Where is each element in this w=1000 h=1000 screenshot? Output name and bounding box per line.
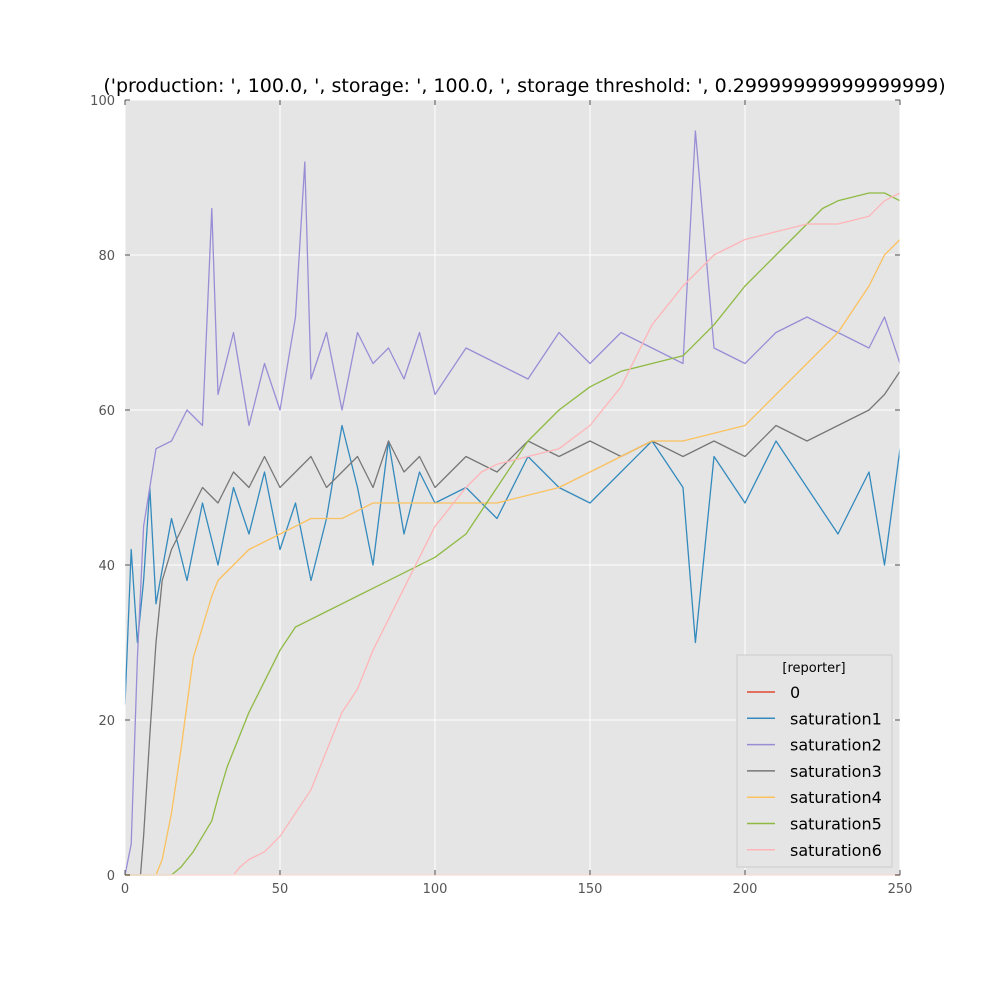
x-tick-label: 150 xyxy=(578,882,603,897)
series-line-saturation4 xyxy=(125,239,901,876)
axis-ticks: 0 50 100 150 200 250 0 20 40 60 80 100 xyxy=(90,94,912,897)
x-tick-label: 200 xyxy=(733,882,758,897)
legend-label: saturation2 xyxy=(790,736,882,755)
x-tick-label: 250 xyxy=(888,882,913,897)
series-lines xyxy=(124,130,901,876)
series-line-saturation6 xyxy=(125,192,901,876)
y-tick-label: 100 xyxy=(90,94,115,109)
series-line-saturation2 xyxy=(124,130,901,876)
legend-label: saturation5 xyxy=(790,815,882,834)
x-tick-label: 100 xyxy=(423,882,448,897)
y-tick-label: 40 xyxy=(98,559,115,574)
legend-label: saturation3 xyxy=(790,762,882,781)
y-tick-label: 80 xyxy=(98,249,115,264)
legend-label: 0 xyxy=(790,683,800,702)
y-tick-label: 20 xyxy=(98,714,115,729)
series-line-saturation5 xyxy=(125,192,901,876)
legend-label: saturation6 xyxy=(790,841,882,860)
legend-label: saturation4 xyxy=(790,788,882,807)
x-tick-label: 0 xyxy=(121,882,129,897)
x-tick-label: 50 xyxy=(272,882,289,897)
y-tick-label: 60 xyxy=(98,404,115,419)
y-tick-label: 0 xyxy=(107,869,115,884)
legend-label: saturation1 xyxy=(790,709,882,728)
series-line-saturation3 xyxy=(125,370,901,876)
plot-frame xyxy=(124,99,901,876)
legend: [reporter] 0 saturation1 saturation2 satura… xyxy=(736,654,893,868)
legend-title: [reporter] xyxy=(782,661,845,676)
legend-box xyxy=(736,654,893,868)
chart-title: ('production: ', 100.0, ', storage: ', 1… xyxy=(103,75,945,97)
